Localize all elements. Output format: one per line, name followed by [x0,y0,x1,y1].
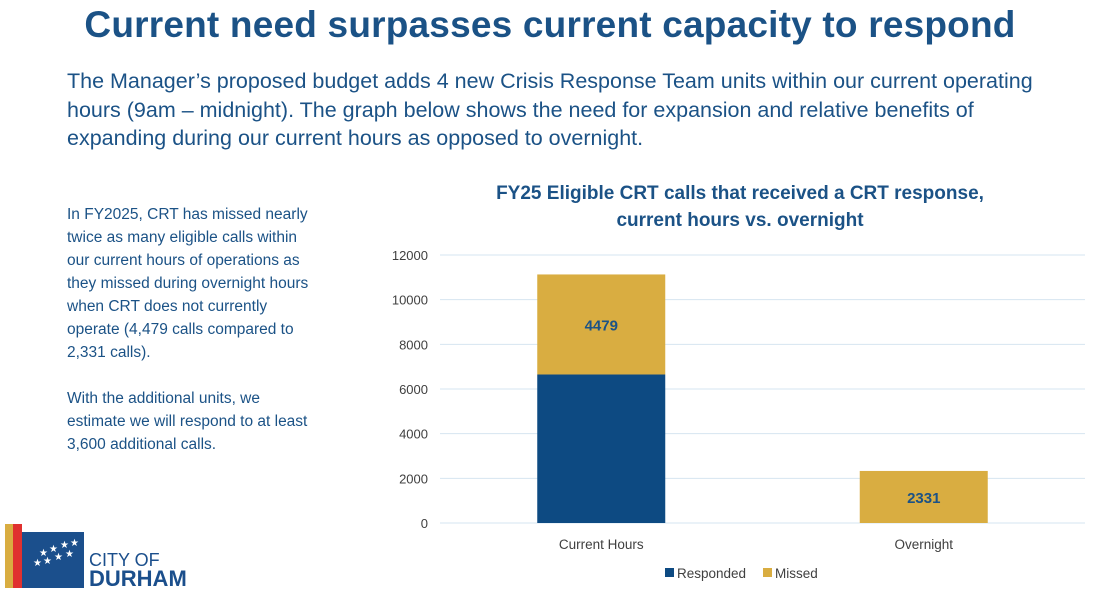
svg-text:★: ★ [49,544,58,555]
y-tick-label: 12000 [392,248,428,263]
city-of-durham-logo: ★ ★ ★ ★ ★ ★ ★ ★ CITY OF DURHAM [5,524,187,591]
svg-text:★: ★ [43,556,52,567]
stacked-bar-chart: 0 2000 4000 6000 8000 10000 12000 4479 Current H… [392,248,1085,581]
y-tick-label: 10000 [392,293,428,308]
city-logo: ★ ★ ★ ★ ★ ★ ★ ★ CITY OF DURHAM [5,524,220,591]
bar-responded-current-hours [537,374,666,523]
logo-stripe-red [13,524,22,588]
bar-missed-current-hours [537,274,666,375]
y-tick-label: 2000 [399,471,428,486]
logo-blue-block [22,532,84,588]
y-tick-label: 8000 [399,337,428,352]
data-label: 2331 [907,490,940,507]
chart-title: FY25 Eligible CRT calls that received a … [395,180,1085,234]
svg-text:★: ★ [39,548,48,559]
logo-stars-icon: ★ ★ ★ ★ ★ ★ ★ ★ [33,538,79,569]
logo-text-city-of: CITY OF [89,550,160,570]
svg-text:★: ★ [65,549,74,560]
legend-swatch-missed [763,568,772,577]
legend-swatch-responded [665,568,674,577]
y-tick-label: 4000 [399,427,428,442]
svg-text:★: ★ [33,558,42,569]
svg-text:★: ★ [54,552,63,563]
x-category-label: Overnight [894,537,953,552]
legend-label-missed: Missed [775,566,818,581]
logo-stripe-gold [5,524,13,588]
intro-text: The Manager’s proposed budget adds 4 new… [67,69,1033,150]
page-title: Current need surpasses current capacity … [84,4,1016,45]
chart-title-line-2: current hours vs. overnight [616,210,864,231]
svg-text:★: ★ [60,540,69,551]
chart-title-line-1: FY25 Eligible CRT calls that received a … [496,183,984,204]
sidebar-paragraph-1: In FY2025, CRT has missed nearly twice a… [67,206,309,361]
legend-label-responded: Responded [677,566,746,581]
bar-missed-overnight [859,470,988,523]
y-tick-label: 0 [421,516,428,531]
svg-text:★: ★ [70,538,79,549]
logo-text-durham: DURHAM [89,566,187,588]
sidebar-note: In FY2025, CRT has missed nearly twice a… [67,203,317,456]
y-tick-label: 6000 [399,382,428,397]
data-label: 4479 [585,317,618,334]
sidebar-paragraph-2: With the additional units, we estimate w… [67,390,308,453]
x-category-label: Current Hours [559,537,644,552]
